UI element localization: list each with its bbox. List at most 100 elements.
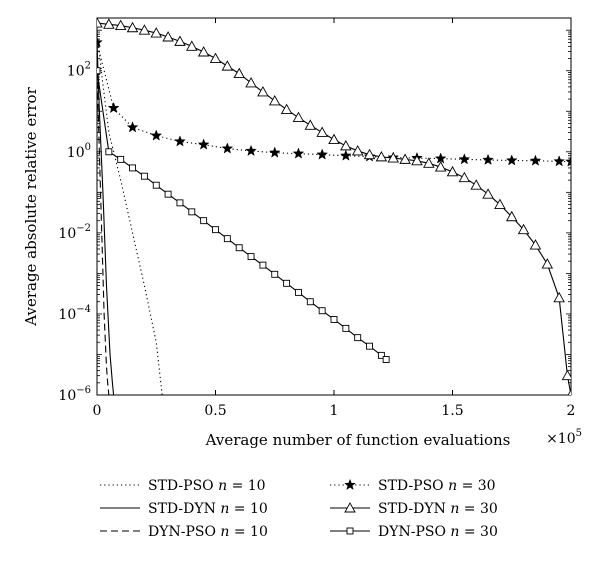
square-marker (105, 148, 113, 156)
triangle-marker (561, 369, 571, 381)
x-tick-label: 0 (93, 403, 102, 419)
star-marker (126, 121, 139, 133)
series-line (97, 42, 571, 163)
triangle-marker (280, 103, 293, 115)
square-marker (377, 351, 385, 359)
square-marker (164, 190, 172, 198)
star-marker (553, 155, 566, 167)
square-marker (271, 270, 279, 278)
triangle-marker (553, 291, 565, 303)
triangle-marker (494, 198, 506, 209)
series-3 (97, 36, 571, 167)
y-tick-label: 100 (67, 142, 91, 161)
star-marker (174, 135, 186, 147)
square-marker (97, 67, 101, 75)
star-marker (268, 146, 281, 158)
series-2 (97, 70, 110, 395)
triangle-marker (446, 165, 459, 177)
star-marker (458, 153, 471, 165)
triangle-marker (292, 111, 305, 122)
square-marker (212, 226, 219, 234)
legend-entry: STD-DYN n = 10 (100, 501, 268, 517)
star-marker (505, 154, 518, 166)
x-axis-label: Average number of function evaluations (205, 431, 511, 449)
x-tick-label: 1.5 (441, 403, 463, 419)
square-marker (330, 316, 338, 323)
star-marker (339, 149, 352, 161)
series-line (97, 42, 115, 395)
star-marker (482, 153, 494, 165)
square-marker (129, 164, 137, 172)
square-marker (223, 235, 231, 243)
x-tick-label: 1 (330, 403, 339, 419)
series-5 (97, 67, 390, 363)
legend-entry: STD-PSO n = 10 (100, 478, 266, 494)
legend-label: STD-DYN n = 30 (378, 501, 498, 517)
y-tick-label: 10−4 (58, 304, 91, 323)
square-marker (176, 199, 184, 207)
series-1 (97, 42, 115, 395)
triangle-marker (344, 502, 356, 513)
triangle-marker (505, 210, 518, 222)
square-marker (247, 253, 255, 261)
star-marker (107, 101, 120, 114)
star-marker (344, 478, 356, 491)
triangle-marker (162, 31, 174, 42)
square-marker (382, 356, 390, 363)
triangle-marker (458, 171, 471, 183)
legend-label: STD-DYN n = 10 (148, 501, 268, 517)
triangle-marker (304, 119, 317, 130)
triangle-marker (399, 153, 411, 164)
square-marker (306, 298, 314, 306)
triangle-marker (387, 152, 400, 163)
legend-label: DYN-PSO n = 30 (378, 524, 498, 540)
triangle-marker (567, 389, 571, 395)
square-marker (318, 307, 326, 315)
legend-label: STD-PSO n = 30 (378, 478, 496, 494)
triangle-marker (375, 150, 388, 162)
star-marker (221, 142, 234, 154)
triangle-marker (197, 46, 210, 57)
legend-entry: DYN-PSO n = 10 (100, 524, 268, 540)
triangle-marker (138, 24, 151, 35)
triangle-marker (529, 239, 542, 250)
axis-labels: 0 0.5 1 1.5 2 102 100 10−2 10−4 10−6 Average numbe… (22, 61, 582, 449)
triangle-marker (209, 52, 222, 63)
square-marker (295, 288, 302, 296)
series-line (97, 30, 163, 395)
triangle-marker (257, 86, 269, 97)
triangle-marker (150, 27, 163, 38)
legend-entry: STD-PSO n = 30 (330, 478, 496, 494)
square-marker (342, 324, 350, 332)
triangle-marker (434, 161, 447, 172)
series-layer (97, 18, 571, 395)
triangle-marker (423, 157, 435, 168)
triangle-marker (245, 77, 257, 88)
x-tick-label: 0.5 (204, 403, 226, 419)
y-tick-label: 10−2 (58, 223, 91, 242)
y-axis-label: Average absolute relative error (22, 86, 40, 326)
triangle-marker (363, 148, 376, 160)
square-marker (117, 155, 125, 163)
triangle-marker (233, 67, 245, 79)
square-marker (354, 334, 362, 342)
triangle-marker (411, 154, 423, 166)
x-tick-label: 2 (567, 403, 576, 419)
triangle-marker (470, 179, 482, 190)
series-0 (97, 30, 163, 395)
triangle-marker (126, 21, 139, 33)
triangle-marker (340, 139, 352, 151)
triangle-marker (174, 35, 186, 46)
triangle-marker (316, 126, 328, 137)
triangle-marker (103, 18, 115, 29)
triangle-marker (268, 94, 281, 106)
y-tick-label: 102 (67, 61, 91, 80)
star-marker (245, 144, 257, 156)
square-marker (152, 181, 160, 189)
series-line (97, 22, 571, 395)
square-marker (140, 172, 148, 180)
triangle-marker (114, 19, 127, 31)
series-line (97, 70, 387, 360)
star-marker (97, 36, 103, 48)
